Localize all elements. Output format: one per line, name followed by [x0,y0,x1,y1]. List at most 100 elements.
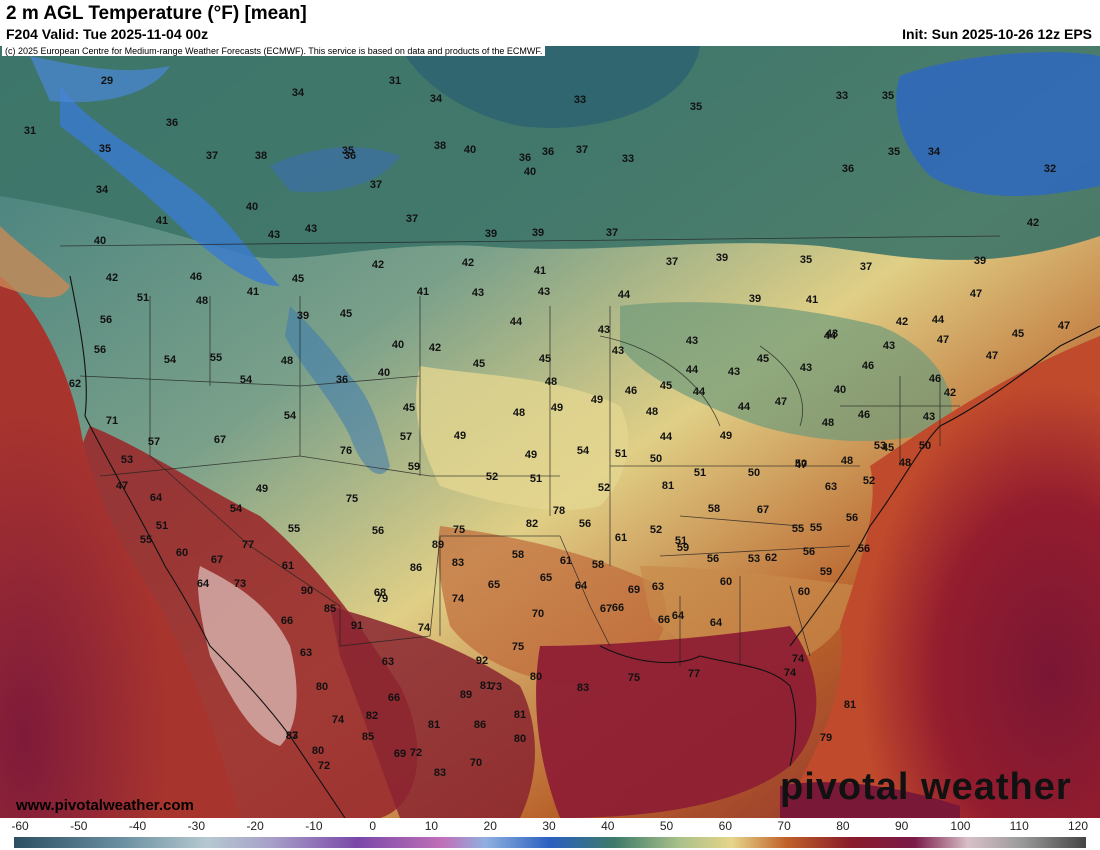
temperature-value: 52 [597,482,611,494]
temperature-value: 36 [343,150,357,162]
temperature-value: 56 [706,553,720,565]
temperature-value: 55 [791,523,805,535]
temperature-value: 50 [747,467,761,479]
temperature-value: 56 [99,314,113,326]
temperature-value: 63 [381,656,395,668]
temperature-value: 47 [794,459,808,471]
temperature-value: 40 [833,384,847,396]
temperature-value: 49 [590,394,604,406]
temperature-value: 37 [575,144,589,156]
temperature-value: 89 [431,539,445,551]
temperature-value: 40 [523,166,537,178]
temperature-value: 47 [774,396,788,408]
init-time: Init: Sun 2025-10-26 12z EPS [902,26,1092,42]
temperature-value: 50 [918,440,932,452]
temperature-value: 41 [805,294,819,306]
temperature-value: 86 [409,562,423,574]
temperature-value: 74 [451,593,465,605]
temperature-value: 90 [300,585,314,597]
temperature-value: 42 [105,272,119,284]
temperature-value: 37 [605,227,619,239]
temperature-value: 45 [659,380,673,392]
temperature-value: 67 [213,434,227,446]
temperature-value: 64 [671,610,685,622]
copyright-notice: (c) 2025 European Centre for Medium-rang… [2,46,546,56]
temperature-value: 89 [459,689,473,701]
temperature-value: 46 [624,385,638,397]
temperature-value: 55 [139,534,153,546]
temperature-value: 54 [239,374,253,386]
temperature-map[interactable]: 29 31 34 34 33 31 36 35 36 38 36 36 35 37 33 37 40 35 34 38… [0,46,1100,818]
brand-logo: pivotal weather [780,766,1072,808]
colorbar-tick-label: -50 [70,819,88,833]
temperature-value: 44 [931,314,945,326]
temperature-value: 33 [835,90,849,102]
temperature-value: 37 [205,150,219,162]
temperature-value: 31 [23,125,37,137]
temperature-value: 59 [819,566,833,578]
colorbar: -60 -50 -40 -30 -20 -10 0 10 20 30 40 50 60 70 80 90 100… [0,818,1100,850]
temperature-value: 31 [388,75,402,87]
temperature-value: 48 [898,457,912,469]
temperature-value: 43 [471,287,485,299]
temperature-value: 61 [281,560,295,572]
temperature-value: 47 [969,288,983,300]
temperature-value: 35 [341,145,355,157]
temperature-value: 54 [576,445,590,457]
temperature-value: 41 [533,265,547,277]
temperature-value: 52 [862,475,876,487]
temperature-value: 75 [511,641,525,653]
temperature-value: 35 [689,101,703,113]
temperature-value: 43 [685,335,699,347]
temperature-value: 45 [472,358,486,370]
temperature-value: 41 [246,286,260,298]
colorbar-tick-label: -60 [11,819,29,833]
colorbar-tick-label: -30 [187,819,205,833]
temperature-value: 63 [824,481,838,493]
temperature-value: 40 [391,339,405,351]
temperature-value: 46 [928,373,942,385]
temperature-value: 66 [387,692,401,704]
temperature-value: 66 [280,615,294,627]
temperature-value: 75 [627,672,641,684]
temperature-value: 80 [529,671,543,683]
temperature-value: 87 [285,730,299,742]
temperature-value: 65 [487,579,501,591]
temperature-value: 74 [783,667,797,679]
temperature-value: 46 [861,360,875,372]
temperature-value: 29 [100,75,114,87]
temperature-value: 83 [433,767,447,779]
temperature-value: 83 [576,682,590,694]
temperature-value: 34 [927,146,941,158]
temperature-value: 56 [845,512,859,524]
temperature-value: 44 [692,386,706,398]
temperature-value: 58 [707,503,721,515]
temperature-value: 83 [451,557,465,569]
colorbar-tick-label: 40 [601,819,615,833]
temperature-value: 70 [469,757,483,769]
site-url[interactable]: www.pivotalweather.com [16,797,194,814]
temperature-value: 81 [843,699,857,711]
temperature-value: 39 [973,255,987,267]
temperature-value: 54 [163,354,177,366]
temperature-value: 43 [727,366,741,378]
temperature-value: 66 [611,602,625,614]
temperature-value: 76 [339,445,353,457]
temperature-value: 57 [399,431,413,443]
temperature-value: 42 [428,342,442,354]
temperature-value: 35 [887,146,901,158]
temperature-value: 37 [369,179,383,191]
temperature-value: 59 [407,461,421,473]
temperature-value: 85 [323,603,337,615]
temperature-value: 49 [550,402,564,414]
temperature-value: 37 [405,213,419,225]
temperature-value: 64 [196,578,210,590]
temperature-value: 42 [943,387,957,399]
temperature-value: 64 [709,617,723,629]
temperature-value: 48 [645,406,659,418]
temperature-value: 35 [799,254,813,266]
temperature-value: 40 [463,144,477,156]
map-header: 2 m AGL Temperature (°F) [mean] F204 Val… [0,0,1100,46]
temperature-value: 39 [296,310,310,322]
temperature-value: 49 [524,449,538,461]
